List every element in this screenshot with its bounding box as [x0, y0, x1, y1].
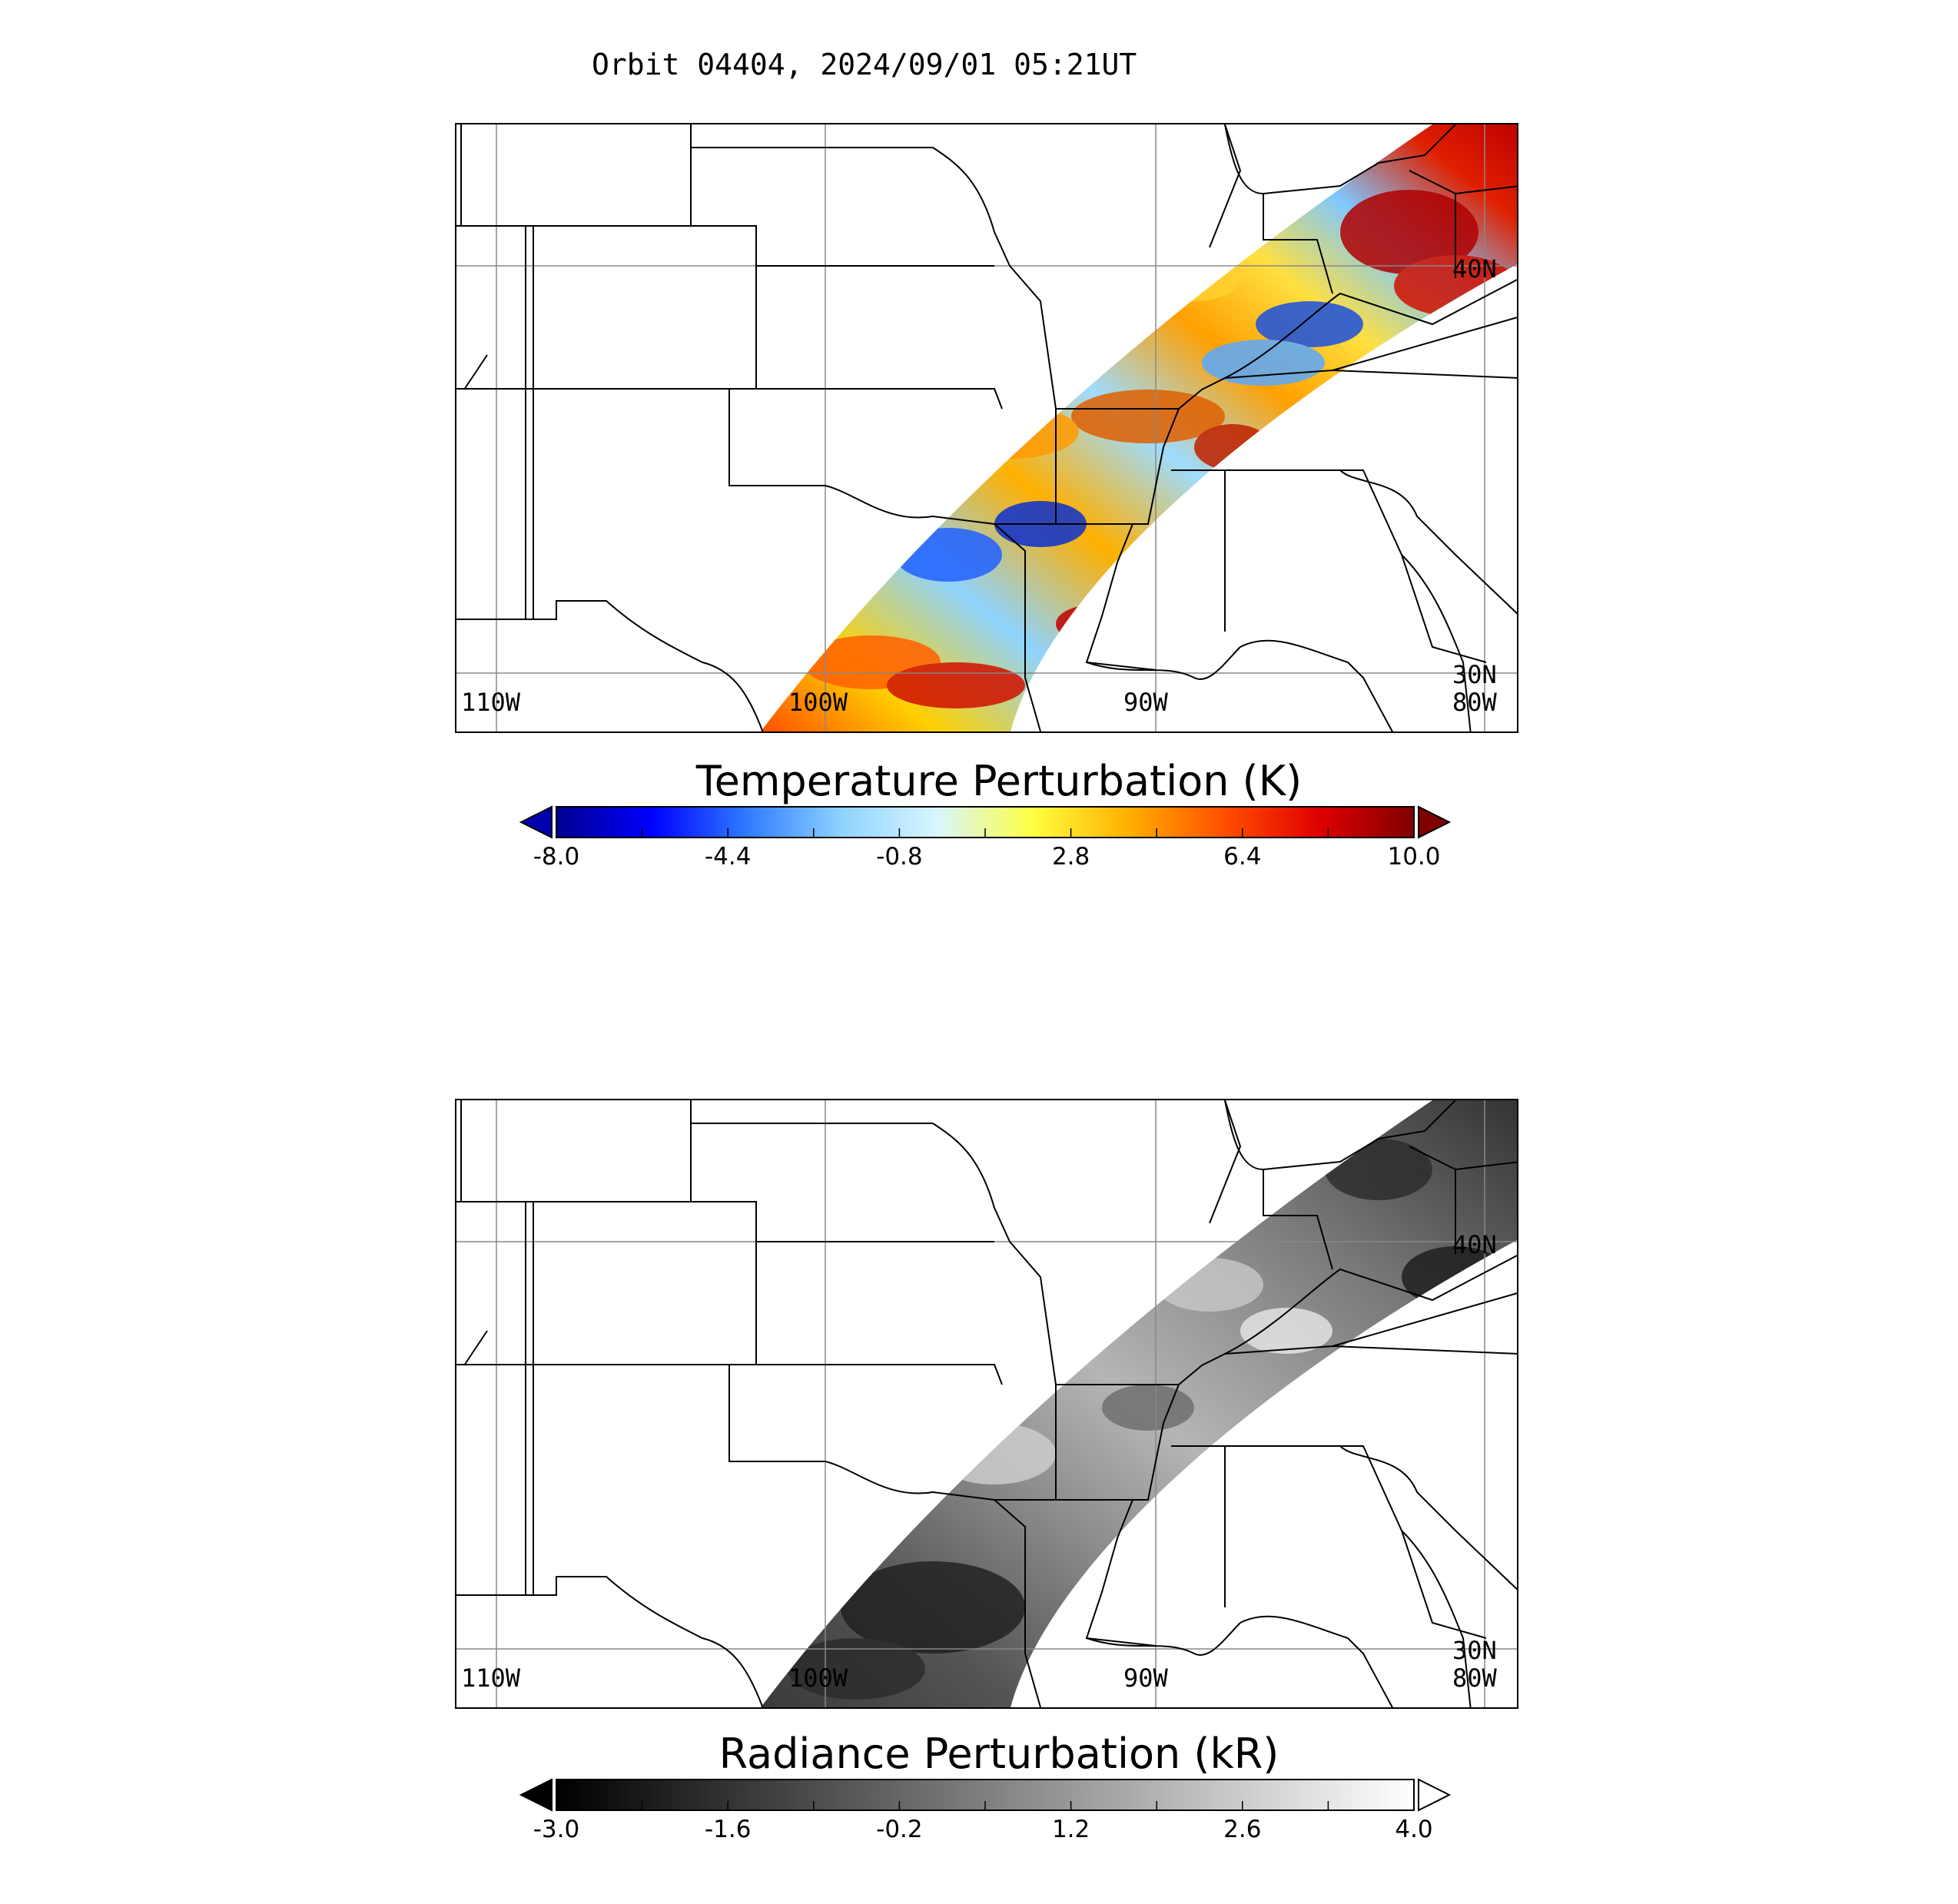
lon-label-80w: 80W [1452, 1664, 1497, 1693]
lon-label-90w: 90W [1123, 688, 1168, 717]
colorbar-tick-label: -4.4 [704, 843, 752, 871]
lon-label-80w: 80W [1452, 688, 1497, 717]
lon-label-90w: 90W [1123, 1664, 1168, 1693]
temperature-colorbar-title: Temperature Perturbation (K) [695, 757, 1303, 805]
colorbar-tick-label: -8.0 [533, 843, 580, 871]
lat-label-40n: 40N [1452, 254, 1497, 284]
colorbar-tick-label: -1.6 [704, 1816, 752, 1843]
temperature-map [455, 123, 1518, 733]
radiance-map [455, 1099, 1518, 1709]
lon-label-100w: 100W [788, 688, 848, 717]
colorbar-over-arrow [1418, 805, 1452, 839]
lon-label-100w: 100W [788, 1664, 848, 1693]
colorbar-under-arrow [519, 1778, 553, 1812]
colorbar-tick-label: 2.8 [1051, 843, 1090, 871]
page-title: Orbit 04404, 2024/09/01 05:21UT [592, 48, 1137, 81]
lon-label-110w: 110W [461, 688, 521, 717]
radiance-colorbar-title: Radiance Perturbation (kR) [718, 1730, 1279, 1778]
lat-label-30n: 30N [1452, 1636, 1497, 1665]
colorbar-over-arrow [1418, 1778, 1452, 1812]
colorbar-tick-label: 4.0 [1395, 1816, 1433, 1843]
colorbar-tick-label: -0.2 [876, 1816, 923, 1843]
lat-label-40n: 40N [1452, 1230, 1497, 1259]
colorbar-tick-label: 1.2 [1051, 1816, 1090, 1843]
lat-label-30n: 30N [1452, 660, 1497, 689]
colorbar-tick-label: -3.0 [533, 1816, 580, 1843]
colorbar-tick-label: -0.8 [876, 843, 923, 871]
colorbar-tick-label: 6.4 [1223, 843, 1262, 871]
temperature-colorbar [519, 805, 1452, 839]
radiance-colorbar [519, 1778, 1452, 1812]
colorbar-under-arrow [519, 805, 553, 839]
colorbar-tick-label: 2.6 [1223, 1816, 1262, 1843]
colorbar-tick-label: 10.0 [1387, 843, 1441, 871]
lon-label-110w: 110W [461, 1664, 521, 1693]
